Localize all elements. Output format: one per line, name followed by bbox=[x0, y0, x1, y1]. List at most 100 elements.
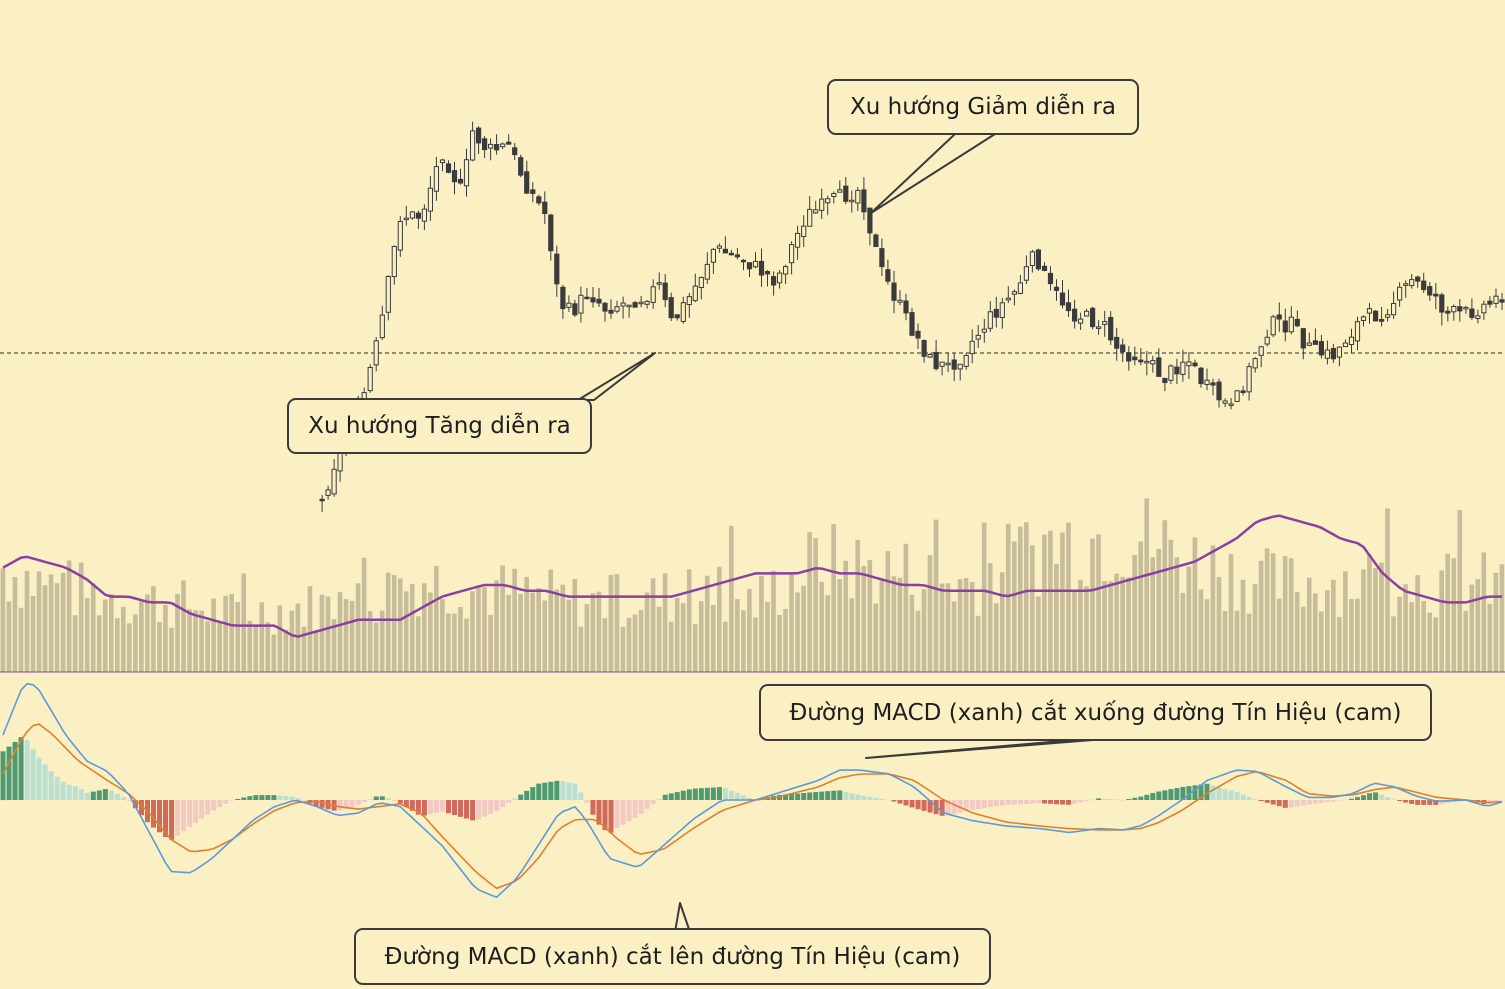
volume-bar bbox=[1066, 522, 1071, 672]
candle-body bbox=[433, 166, 439, 192]
volume-bar bbox=[1090, 538, 1095, 672]
candle bbox=[632, 300, 638, 308]
volume-bar bbox=[1294, 591, 1300, 672]
macd-histogram-bar bbox=[1216, 787, 1222, 800]
candle bbox=[909, 307, 915, 337]
macd-histogram-bar bbox=[1342, 799, 1348, 801]
volume-bar bbox=[66, 560, 72, 672]
candle bbox=[367, 364, 373, 393]
candle bbox=[385, 275, 391, 321]
macd-histogram-bar bbox=[494, 800, 500, 812]
candle-body bbox=[1090, 307, 1096, 328]
volume-bar bbox=[409, 584, 415, 672]
volume-bar bbox=[927, 555, 933, 672]
macd-histogram-bar bbox=[650, 800, 656, 804]
volume-bar bbox=[1282, 556, 1288, 672]
volume-bar bbox=[169, 627, 174, 672]
volume-bar bbox=[753, 617, 758, 672]
macd-histogram-bar bbox=[1336, 800, 1342, 801]
candle bbox=[1078, 312, 1084, 330]
candle bbox=[1391, 291, 1397, 319]
candle-body bbox=[451, 170, 458, 183]
candle bbox=[626, 304, 632, 318]
macd-histogram-bar bbox=[1186, 786, 1192, 800]
macd-histogram-bar bbox=[590, 800, 596, 815]
volume-bar bbox=[1439, 570, 1444, 672]
macd-histogram-bar bbox=[1084, 800, 1090, 801]
candle bbox=[1017, 274, 1023, 295]
volume-bar bbox=[1192, 537, 1198, 672]
volume-bar bbox=[1258, 560, 1264, 672]
candle-body bbox=[680, 302, 686, 322]
macd-histogram-bar bbox=[277, 795, 283, 800]
candle-body bbox=[969, 340, 975, 355]
volume-ma-line bbox=[2, 514, 1502, 638]
candle bbox=[409, 211, 415, 220]
volume-bar bbox=[458, 607, 463, 672]
candle bbox=[379, 305, 385, 340]
candle-body bbox=[1114, 336, 1120, 349]
volume-bar bbox=[987, 563, 993, 672]
volume-bar bbox=[536, 588, 541, 672]
candle-body bbox=[1391, 303, 1397, 316]
volume-bar bbox=[1463, 610, 1469, 672]
candle-body bbox=[1439, 294, 1445, 313]
macd-histogram-bar bbox=[843, 791, 849, 800]
volume-bar bbox=[680, 603, 686, 672]
macd-histogram-bar bbox=[211, 800, 217, 811]
macd-histogram-bar bbox=[132, 800, 138, 809]
macd-histogram-bar bbox=[1306, 800, 1312, 805]
candle-body bbox=[626, 304, 632, 308]
macd-histogram-bar bbox=[72, 786, 78, 800]
candle bbox=[1174, 358, 1180, 384]
candle-body bbox=[1234, 390, 1240, 402]
candle bbox=[530, 182, 536, 203]
macd-histogram-bar bbox=[1379, 794, 1385, 800]
candle-body bbox=[1011, 291, 1017, 295]
candle-body bbox=[1084, 310, 1090, 317]
candle-body bbox=[903, 300, 909, 314]
volume-bar bbox=[554, 589, 560, 672]
candle bbox=[825, 195, 831, 216]
candle bbox=[1204, 368, 1210, 391]
candle bbox=[1005, 286, 1011, 304]
volume-bar bbox=[355, 583, 361, 672]
candle bbox=[993, 296, 999, 328]
macd-histogram-bar bbox=[1312, 800, 1318, 804]
macd-histogram-bar bbox=[921, 800, 927, 811]
candle-body bbox=[1102, 321, 1108, 325]
macd-histogram-bar bbox=[530, 787, 536, 800]
candle-body bbox=[1445, 310, 1451, 314]
candle bbox=[789, 241, 795, 275]
candle bbox=[1162, 377, 1168, 392]
candle bbox=[1397, 282, 1403, 307]
candle-body bbox=[801, 225, 807, 238]
candle-body bbox=[578, 294, 584, 314]
volume-bar bbox=[235, 602, 240, 672]
candle-body bbox=[1397, 286, 1403, 301]
candle bbox=[716, 243, 722, 253]
candle bbox=[1270, 314, 1276, 338]
macd-histogram-bar bbox=[1174, 788, 1180, 800]
candle bbox=[728, 249, 734, 256]
volume-bar bbox=[801, 585, 806, 672]
macd-histogram-bar bbox=[84, 792, 90, 800]
macd-histogram-bar bbox=[855, 794, 861, 800]
volume-bar bbox=[199, 610, 204, 672]
volume-bar bbox=[945, 583, 951, 672]
candle-body bbox=[686, 296, 692, 306]
macd-histogram-bar bbox=[536, 783, 542, 800]
candle bbox=[451, 161, 458, 195]
macd-histogram-bar bbox=[217, 800, 223, 808]
macd-histogram-bar bbox=[1415, 800, 1421, 805]
macd-histogram-bar bbox=[1427, 800, 1433, 805]
candle bbox=[512, 143, 518, 161]
volume-bar bbox=[933, 519, 939, 672]
volume-bar bbox=[1343, 571, 1348, 672]
macd-histogram-bar bbox=[975, 800, 981, 809]
macd-histogram-bar bbox=[247, 796, 253, 800]
macd-histogram-bar bbox=[283, 796, 289, 800]
candle-body bbox=[1192, 362, 1198, 367]
macd-histogram-bar bbox=[193, 800, 199, 823]
